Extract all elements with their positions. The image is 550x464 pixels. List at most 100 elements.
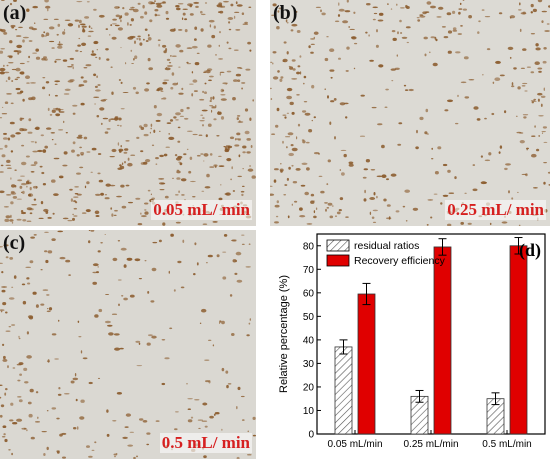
stain-spot — [235, 251, 242, 256]
stain-spot — [504, 110, 507, 114]
stain-spot — [118, 79, 121, 81]
panel-label-d: (d) — [519, 240, 541, 261]
stain-spot — [112, 257, 118, 262]
stain-spot — [353, 67, 356, 70]
stain-spot — [11, 221, 14, 224]
stain-spot — [484, 117, 487, 120]
stain-spot — [187, 419, 193, 423]
stain-spot — [274, 168, 279, 171]
stain-spot — [530, 100, 535, 102]
stain-spot — [2, 358, 8, 362]
stain-spot — [62, 31, 66, 35]
stain-spot — [16, 418, 23, 422]
stain-spot — [146, 443, 150, 446]
stain-spot — [93, 8, 97, 11]
stain-spot — [214, 412, 220, 415]
photo-panel-a: (a) 0.05 mL/ min — [0, 0, 256, 226]
stain-spot — [42, 183, 47, 186]
stain-spot — [111, 91, 114, 95]
stain-spot — [20, 175, 25, 177]
stain-spot — [516, 131, 522, 134]
stain-spot — [88, 30, 94, 33]
stain-spot — [202, 124, 204, 127]
stain-spot — [177, 126, 181, 129]
stain-spot — [10, 201, 14, 205]
stain-spot — [84, 16, 90, 19]
stain-spot — [505, 163, 511, 166]
stain-spot — [156, 88, 160, 92]
stain-spot — [278, 7, 282, 10]
stain-spot — [542, 60, 547, 64]
stain-spot — [37, 149, 43, 153]
stain-spot — [365, 31, 368, 34]
stain-spot — [188, 170, 192, 174]
stain-spot — [533, 98, 537, 101]
stain-spot — [143, 38, 145, 41]
stain-spot — [1, 286, 8, 288]
stain-spot — [3, 132, 7, 135]
stain-spot — [96, 115, 100, 118]
stain-spot — [180, 286, 185, 289]
stain-spot — [110, 207, 113, 210]
stain-spot — [130, 6, 135, 9]
stain-spot — [184, 117, 189, 120]
stain-spot — [441, 26, 446, 28]
stain-spot — [472, 188, 478, 192]
stain-spot — [354, 42, 358, 45]
stain-spot — [119, 164, 122, 167]
stain-spot — [0, 148, 4, 150]
stain-spot — [330, 100, 335, 103]
stain-spot — [97, 153, 102, 155]
stain-spot — [42, 86, 46, 90]
stain-spot — [5, 80, 8, 82]
stain-spot — [15, 67, 21, 72]
stain-spot — [125, 62, 127, 65]
stain-spot — [304, 112, 311, 116]
stain-spot — [234, 11, 240, 13]
stain-spot — [547, 171, 550, 174]
stain-spot — [224, 148, 230, 153]
stain-spot — [82, 357, 88, 360]
stain-spot — [415, 146, 419, 150]
stain-spot — [424, 131, 428, 135]
stain-spot — [77, 320, 80, 323]
stain-spot — [381, 144, 385, 149]
stain-spot — [170, 233, 174, 237]
stain-spot — [5, 330, 11, 332]
stain-spot — [448, 192, 455, 194]
stain-spot — [127, 444, 134, 447]
stain-spot — [540, 103, 543, 108]
stain-spot — [16, 92, 22, 95]
stain-spot — [6, 64, 9, 67]
stain-spot — [214, 165, 217, 168]
stain-spot — [416, 129, 418, 134]
stain-spot — [464, 192, 467, 194]
stain-spot — [100, 192, 104, 196]
stain-spot — [477, 31, 480, 34]
stain-spot — [234, 144, 240, 147]
stain-spot — [64, 19, 71, 21]
stain-spot — [16, 218, 22, 221]
stain-spot — [543, 47, 547, 50]
stain-spot — [22, 190, 25, 195]
bar-recovery — [509, 245, 528, 435]
stain-spot — [69, 188, 73, 191]
stain-spot — [13, 0, 17, 2]
stain-spot — [399, 19, 402, 23]
stain-spot — [348, 161, 354, 165]
stain-spot — [277, 10, 280, 13]
stain-spot — [284, 116, 287, 119]
stain-spot — [117, 142, 120, 146]
panel-label-a: (a) — [3, 2, 27, 24]
stain-spot — [178, 66, 181, 68]
stain-spot — [227, 383, 232, 385]
stain-spot — [142, 4, 145, 9]
stain-spot — [0, 164, 4, 167]
stain-spot — [21, 161, 27, 166]
stain-spot — [81, 212, 87, 214]
stain-spot — [144, 11, 148, 15]
stain-spot — [88, 455, 93, 458]
stain-spot — [295, 10, 298, 13]
stain-spot — [122, 7, 125, 10]
stain-spot — [18, 362, 24, 366]
